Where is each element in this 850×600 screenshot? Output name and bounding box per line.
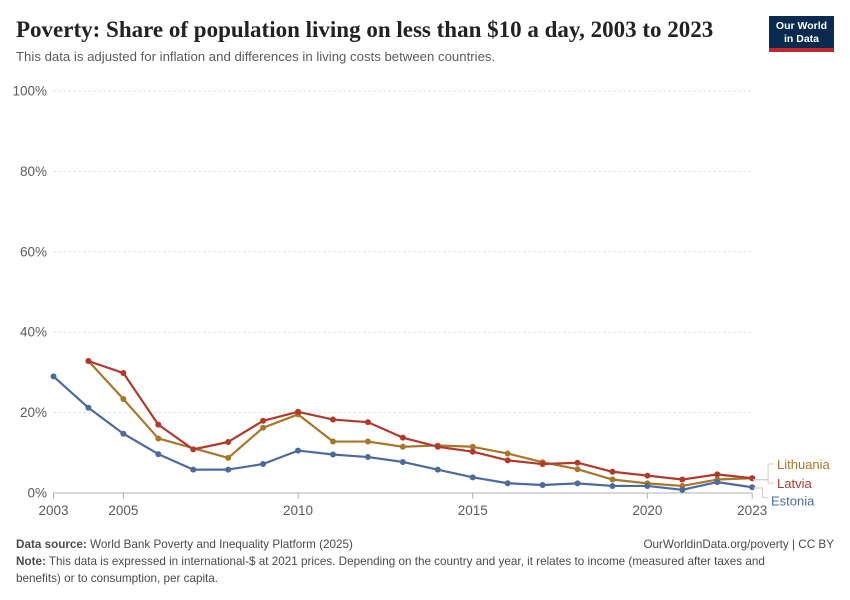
svg-text:60%: 60% — [20, 244, 47, 259]
svg-text:20%: 20% — [20, 405, 47, 420]
svg-text:2015: 2015 — [458, 503, 488, 518]
svg-text:Estonia: Estonia — [771, 494, 815, 509]
svg-text:Latvia: Latvia — [777, 476, 812, 491]
svg-text:2003: 2003 — [38, 503, 68, 518]
svg-text:2010: 2010 — [283, 503, 313, 518]
svg-text:40%: 40% — [20, 325, 47, 340]
svg-text:0%: 0% — [27, 486, 47, 501]
svg-text:2005: 2005 — [108, 503, 138, 518]
svg-text:2023: 2023 — [737, 503, 767, 518]
svg-text:Lithuania: Lithuania — [777, 457, 831, 472]
svg-text:100%: 100% — [12, 84, 47, 99]
svg-text:80%: 80% — [20, 164, 47, 179]
svg-text:2020: 2020 — [632, 503, 662, 518]
